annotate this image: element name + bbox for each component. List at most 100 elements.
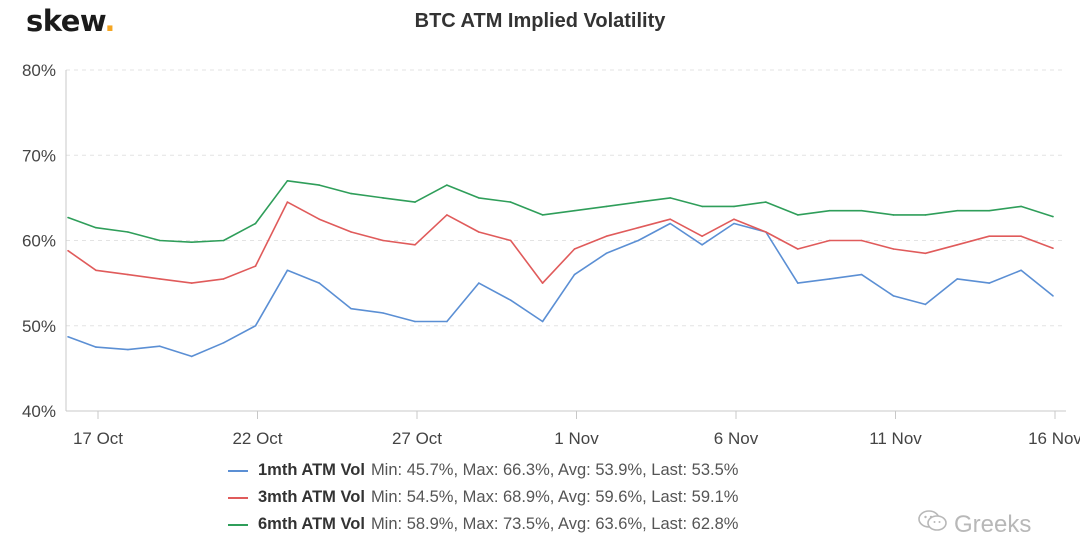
x-tick-label: 11 Nov <box>869 429 922 448</box>
data-point <box>637 226 640 229</box>
data-point <box>159 278 161 280</box>
legend-stats-3mth: Min: 54.5%, Max: 68.9%, Avg: 59.6%, Last… <box>370 488 739 506</box>
legend-item-3mth[interactable]: 3mth ATM Vol Min: 54.5%, Max: 68.9%, Avg… <box>228 484 738 511</box>
data-point <box>446 184 448 186</box>
data-point <box>892 248 895 250</box>
data-point <box>924 303 927 306</box>
chart-title: BTC ATM Implied Volatility <box>414 10 666 32</box>
x-tick-label: 17 Oct <box>73 429 123 448</box>
data-point <box>67 336 69 338</box>
data-point <box>605 235 608 237</box>
data-point <box>701 244 703 246</box>
series-line-1 <box>67 222 1054 358</box>
data-point <box>765 231 767 233</box>
data-point <box>1020 235 1022 237</box>
legend-label-6mth: 6mth ATM Vol <box>258 515 365 533</box>
data-point <box>382 197 384 199</box>
data-point <box>350 307 353 310</box>
data-point <box>701 205 703 208</box>
data-point <box>637 201 640 203</box>
data-point <box>828 209 831 212</box>
data-point <box>318 184 321 186</box>
data-point <box>860 273 863 276</box>
data-point <box>67 249 69 252</box>
data-point <box>860 209 863 212</box>
data-point <box>573 273 576 276</box>
data-point <box>478 231 480 233</box>
data-point <box>318 282 321 284</box>
legend-item-6mth[interactable]: 6mth ATM Vol Min: 58.9%, Max: 73.5%, Avg… <box>228 511 738 538</box>
data-point <box>1020 205 1022 208</box>
data-point <box>956 209 959 212</box>
data-point <box>254 265 257 267</box>
x-tick-label: 27 Oct <box>392 429 442 448</box>
data-point <box>190 355 193 358</box>
data-point <box>286 201 289 203</box>
data-point <box>127 231 129 233</box>
legend-swatch-6mth <box>228 523 248 526</box>
data-point <box>446 214 448 216</box>
data-point <box>509 239 512 242</box>
data-point <box>988 235 990 237</box>
data-point <box>254 325 257 327</box>
data-point <box>222 278 225 280</box>
data-point <box>701 235 703 237</box>
data-point <box>797 214 799 216</box>
data-point <box>127 273 129 276</box>
y-tick-label: 80% <box>22 61 56 80</box>
data-point <box>350 231 353 233</box>
y-tick-label: 40% <box>22 402 56 421</box>
y-tick-label: 50% <box>22 317 56 336</box>
data-point <box>350 192 353 195</box>
data-point <box>892 295 895 297</box>
watermark-text: Greeks <box>954 510 1032 538</box>
legend-label-1mth: 1mth ATM Vol <box>258 461 365 479</box>
data-point <box>159 239 161 242</box>
data-point <box>286 180 289 182</box>
data-point <box>573 209 576 212</box>
data-point <box>828 278 831 280</box>
data-point <box>924 252 927 255</box>
data-point <box>605 252 608 255</box>
data-point <box>605 205 608 208</box>
data-point <box>414 320 416 323</box>
data-point <box>573 248 576 250</box>
x-tick-label: 16 Nov <box>1028 429 1080 448</box>
data-point <box>222 239 225 242</box>
series-line-3 <box>67 180 1054 243</box>
skew-logo: skew. <box>26 4 115 38</box>
data-point <box>509 299 512 302</box>
data-point <box>988 209 990 212</box>
data-point <box>797 248 799 250</box>
data-point <box>892 214 895 216</box>
data-point <box>95 226 97 229</box>
data-point <box>669 197 671 199</box>
data-point <box>765 201 767 203</box>
series-line-2 <box>67 201 1054 284</box>
chart-legend: 1mth ATM Vol Min: 45.7%, Max: 66.3%, Avg… <box>228 457 738 538</box>
x-tick-label: 1 Nov <box>554 429 599 448</box>
data-point <box>860 239 863 242</box>
data-point <box>382 239 384 242</box>
data-point <box>733 205 735 208</box>
data-point <box>318 218 321 220</box>
data-point <box>1052 215 1054 218</box>
data-point <box>509 201 512 203</box>
data-point <box>956 278 959 280</box>
y-tick-label: 60% <box>22 232 56 251</box>
data-point <box>95 346 97 348</box>
data-point <box>254 222 257 225</box>
data-point <box>446 320 448 323</box>
data-point <box>95 269 97 272</box>
data-point <box>924 214 927 216</box>
data-point <box>797 282 799 284</box>
data-point <box>414 201 416 203</box>
data-point <box>1052 295 1054 297</box>
legend-item-1mth[interactable]: 1mth ATM Vol Min: 45.7%, Max: 66.3%, Avg… <box>228 457 738 484</box>
data-point <box>669 222 671 225</box>
legend-label-3mth: 3mth ATM Vol <box>258 488 365 506</box>
data-point <box>67 216 69 219</box>
data-point <box>190 241 193 243</box>
data-point <box>541 320 544 323</box>
data-point <box>190 282 193 284</box>
